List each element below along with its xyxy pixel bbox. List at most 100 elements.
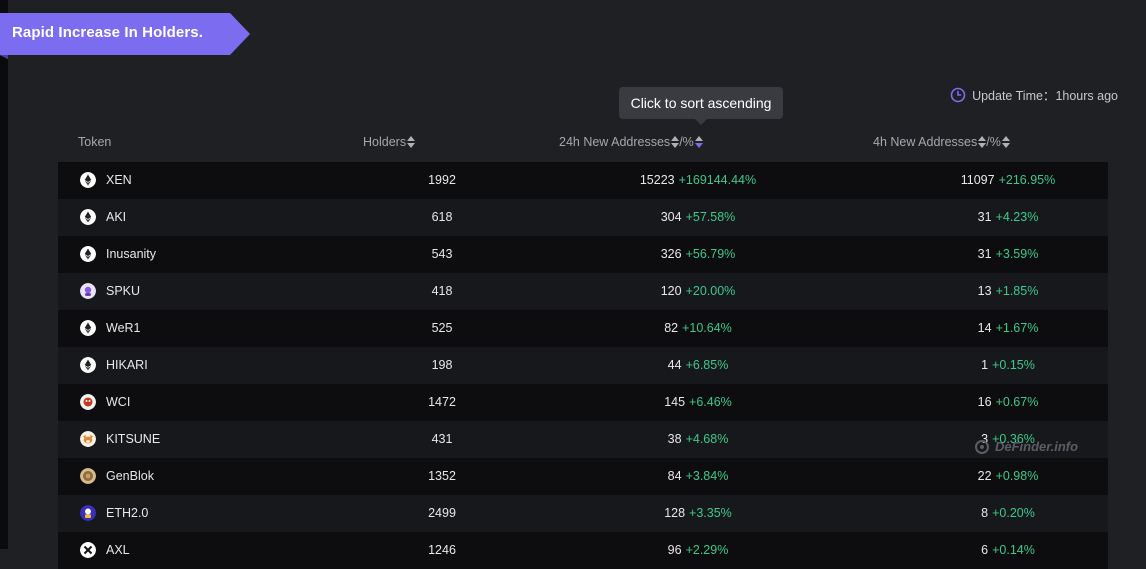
header-holders[interactable]: Holders — [363, 135, 416, 149]
new-addresses-24h-pct: +6.46% — [689, 395, 732, 409]
watermark: DeFinder.info — [975, 439, 1078, 454]
token-name[interactable]: KITSUNE — [106, 432, 161, 446]
new-addresses-24h: 96 +2.29% — [538, 543, 858, 557]
holders-table: Token Holders 24h New Addresses /% 4h Ne… — [58, 122, 1108, 569]
new-addresses-24h-pct: +3.84% — [685, 469, 729, 483]
tooltip-arrow — [695, 119, 707, 125]
token-name[interactable]: Inusanity — [106, 247, 157, 261]
new-addresses-4h: 3 +0.36% — [848, 432, 1146, 446]
token-name[interactable]: SPKU — [106, 284, 141, 298]
sort-4h-pct-icon[interactable] — [1001, 136, 1010, 148]
holders-count: 1246 — [428, 543, 456, 557]
new-addresses-24h-pct: +2.29% — [685, 543, 729, 557]
table-row[interactable]: ETH2.0 2499 128 +3.35% 8 +0.20% — [58, 495, 1108, 532]
token-name[interactable]: GenBlok — [106, 469, 154, 483]
token-name[interactable]: AKI — [106, 210, 127, 224]
new-addresses-4h-pct: +3.59% — [995, 247, 1039, 261]
token-name[interactable]: WeR1 — [106, 321, 141, 335]
new-addresses-24h-count: 120 — [660, 284, 682, 298]
new-addresses-4h-count: 6 — [981, 543, 989, 557]
header-24h-new-addresses[interactable]: 24h New Addresses /% — [559, 135, 703, 149]
new-addresses-24h: 38 +4.68% — [538, 432, 858, 446]
table-row[interactable]: SPKU 418 120 +20.00% 13 +1.85% — [58, 273, 1108, 310]
new-addresses-24h-count: 82 — [664, 321, 679, 335]
holders-count: 418 — [431, 284, 453, 298]
new-addresses-24h: 15223 +169144.44% — [538, 173, 858, 187]
sort-4h-addresses-icon[interactable] — [978, 136, 987, 148]
new-addresses-24h-pct: +6.85% — [685, 358, 729, 372]
table-row[interactable]: WeR1 525 82 +10.64% 14 +1.67% — [58, 310, 1108, 347]
spku-icon — [80, 283, 96, 299]
token-name[interactable]: XEN — [106, 173, 132, 187]
sort-holders-icon[interactable] — [407, 136, 416, 148]
sort-24h-pct-icon[interactable] — [694, 136, 703, 148]
table-row[interactable]: AXL 1246 96 +2.29% 6 +0.14% — [58, 532, 1108, 569]
wci-icon — [80, 394, 96, 410]
new-addresses-24h: 145 +6.46% — [538, 395, 858, 409]
token-name[interactable]: HIKARI — [106, 358, 148, 372]
new-addresses-24h-count: 96 — [667, 543, 682, 557]
left-strip — [0, 0, 8, 549]
new-addresses-24h-pct: +57.58% — [685, 210, 736, 224]
holders-count: 431 — [431, 432, 453, 446]
table-header: Token Holders 24h New Addresses /% 4h Ne… — [58, 122, 1108, 162]
new-addresses-24h-count: 128 — [664, 506, 686, 520]
watermark-text: DeFinder.info — [995, 439, 1079, 454]
new-addresses-4h: 31 +3.59% — [848, 247, 1146, 261]
holders-count: 2499 — [428, 506, 456, 520]
new-addresses-4h: 13 +1.85% — [848, 284, 1146, 298]
kitsune-icon — [80, 431, 96, 447]
eth-icon — [80, 246, 96, 262]
token-name[interactable]: AXL — [106, 543, 130, 557]
update-time-value: 1hours ago — [1055, 89, 1118, 103]
new-addresses-4h: 31 +4.23% — [848, 210, 1146, 224]
new-addresses-24h-pct: +56.79% — [685, 247, 736, 261]
definder-logo-icon — [975, 439, 989, 454]
section-banner: Rapid Increase In Holders. — [0, 13, 250, 59]
new-addresses-24h: 326 +56.79% — [538, 247, 858, 261]
new-addresses-24h-pct: +10.64% — [682, 321, 732, 335]
new-addresses-24h: 84 +3.84% — [538, 469, 858, 483]
new-addresses-4h-pct: +0.20% — [992, 506, 1035, 520]
eth2-icon — [80, 505, 96, 521]
table-row[interactable]: AKI 618 304 +57.58% 31 +4.23% — [58, 199, 1108, 236]
axl-icon — [80, 542, 96, 558]
token-name[interactable]: WCI — [106, 395, 131, 409]
new-addresses-4h: 22 +0.98% — [848, 469, 1146, 483]
new-addresses-24h-count: 326 — [660, 247, 682, 261]
new-addresses-4h: 6 +0.14% — [848, 543, 1146, 557]
eth-icon — [80, 357, 96, 373]
eth-icon — [80, 320, 96, 336]
holders-count: 1992 — [428, 173, 456, 187]
table-row[interactable]: Inusanity 543 326 +56.79% 31 +3.59% — [58, 236, 1108, 273]
holders-count: 618 — [431, 210, 453, 224]
new-addresses-24h: 128 +3.35% — [538, 506, 858, 520]
eth-icon — [80, 209, 96, 225]
sort-24h-addresses-icon[interactable] — [671, 136, 680, 148]
new-addresses-4h-count: 14 — [977, 321, 992, 335]
eth-icon — [80, 172, 96, 188]
new-addresses-4h-count: 8 — [981, 506, 989, 520]
table-row[interactable]: WCI 1472 145 +6.46% 16 +0.67% — [58, 384, 1108, 421]
table-row[interactable]: HIKARI 198 44 +6.85% 1 +0.15% — [58, 347, 1108, 384]
holders-count: 1472 — [428, 395, 456, 409]
new-addresses-4h: 16 +0.67% — [848, 395, 1146, 409]
new-addresses-24h-count: 15223 — [639, 173, 675, 187]
new-addresses-24h: 44 +6.85% — [538, 358, 858, 372]
table-row[interactable]: XEN 1992 15223 +169144.44% 11097 +216.95% — [58, 162, 1108, 199]
header-token: Token — [78, 135, 112, 149]
token-name[interactable]: ETH2.0 — [106, 506, 149, 520]
new-addresses-4h-count: 31 — [977, 247, 992, 261]
new-addresses-24h-count: 44 — [667, 358, 682, 372]
clock-icon — [950, 87, 966, 102]
new-addresses-24h-pct: +20.00% — [685, 284, 736, 298]
header-4h-new-addresses[interactable]: 4h New Addresses /% — [873, 135, 1010, 149]
header-4h-label: 4h New Addresses — [873, 135, 978, 149]
new-addresses-4h-pct: +0.14% — [992, 543, 1035, 557]
new-addresses-4h-pct: +1.67% — [995, 321, 1039, 335]
table-row[interactable]: KITSUNE 431 38 +4.68% 3 +0.36% — [58, 421, 1108, 458]
new-addresses-4h-count: 16 — [977, 395, 992, 409]
new-addresses-4h-count: 3 — [981, 432, 989, 446]
table-row[interactable]: GenBlok 1352 84 +3.84% 22 +0.98% — [58, 458, 1108, 495]
new-addresses-4h-pct: +0.36% — [992, 432, 1035, 446]
